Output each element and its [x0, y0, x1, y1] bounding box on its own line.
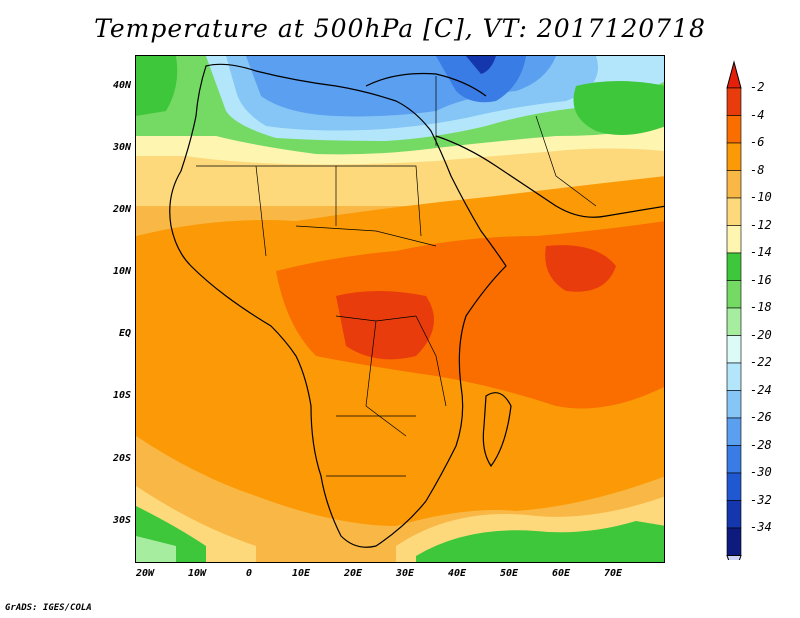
lat-label: EQ: [118, 328, 131, 339]
colorbar-label: -32: [750, 492, 772, 507]
colorbar-label: -28: [750, 437, 772, 452]
lon-label: 10E: [291, 568, 311, 579]
colorbar-label: -12: [750, 217, 772, 232]
lon-label: 30E: [395, 568, 415, 579]
plot-title: Temperature at 500hPa [C], VT: 201712071…: [94, 14, 706, 43]
colorbar-swatch: [726, 225, 742, 254]
colorbar-swatch: [726, 252, 742, 281]
colorbar-swatch: [726, 87, 742, 116]
colorbar-swatch: [726, 445, 742, 474]
colorbar-swatch: [726, 500, 742, 529]
lat-label: 20S: [112, 453, 131, 464]
colorbar-top-arrow: [726, 60, 742, 89]
country-borders: [196, 76, 597, 477]
colorbar-label: -16: [750, 272, 772, 287]
lon-label: 70E: [603, 568, 623, 579]
colorbar-swatch: [726, 307, 742, 336]
lon-label: 10W: [187, 568, 207, 579]
colorbar-swatch: [726, 362, 742, 391]
colorbar-swatch: [726, 142, 742, 171]
colorbar-swatch: [726, 417, 742, 446]
colorbar-label: -8: [750, 162, 765, 177]
lat-label: 40N: [112, 80, 131, 91]
lat-label: 20N: [112, 204, 131, 215]
lat-label: 10S: [112, 390, 131, 401]
colorbar-swatch: [726, 115, 742, 144]
colorbar-swatch: [726, 390, 742, 419]
lat-label: 10N: [112, 266, 131, 277]
lon-label: 60E: [551, 568, 571, 579]
colorbar-swatch: [726, 335, 742, 364]
colorbar-swatch: [726, 472, 742, 501]
colorbar-bottom-arrow: [726, 555, 742, 560]
map-panel: [135, 55, 665, 563]
colorbar-label: -22: [750, 355, 772, 369]
lat-label: 30N: [112, 142, 131, 153]
lon-label: 20W: [135, 568, 155, 579]
colorbar-swatch: [726, 197, 742, 226]
colorbar-label: -20: [750, 327, 772, 342]
colorbar-swatch: [726, 170, 742, 199]
coastline: [169, 63, 664, 548]
colorbar-label: -2: [750, 80, 765, 94]
colorbar-label: -4: [750, 107, 765, 122]
colorbar-swatch: [726, 527, 742, 556]
lon-label: 40E: [447, 568, 467, 579]
colorbar-swatch: [726, 280, 742, 309]
colorbar-label: -34: [750, 520, 772, 534]
temperature-field: [136, 56, 664, 562]
footer-credit: GrADS: IGES/COLA: [5, 603, 92, 613]
colorbar: [726, 60, 742, 560]
colorbar-label: -24: [750, 382, 772, 397]
colorbar-label: -6: [750, 135, 765, 149]
colorbar-label: -14: [750, 245, 772, 259]
lon-label: 20E: [343, 568, 363, 579]
lon-label: 50E: [499, 568, 519, 579]
lat-label: 30S: [112, 515, 131, 526]
colorbar-label: -26: [750, 410, 772, 424]
colorbar-label: -18: [750, 300, 772, 314]
colorbar-label: -30: [750, 465, 772, 479]
colorbar-label: -10: [750, 190, 772, 204]
lon-label: 0: [245, 568, 253, 579]
